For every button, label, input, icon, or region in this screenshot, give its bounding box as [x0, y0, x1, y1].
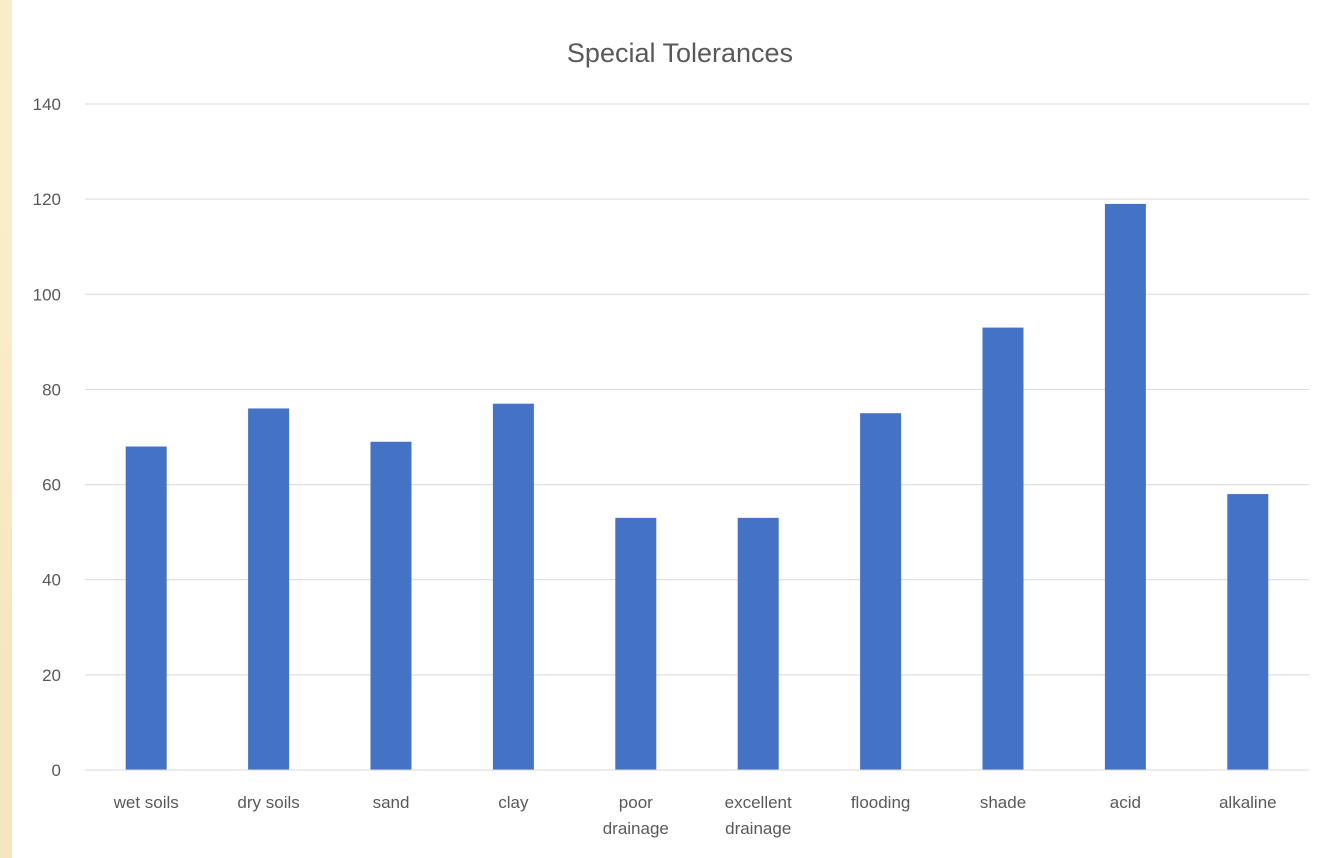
x-tick-label-line: poor	[619, 793, 653, 812]
bar-3	[370, 441, 412, 770]
bar-7	[860, 413, 902, 770]
x-tick-label-line: shade	[980, 793, 1026, 812]
x-tick-label-line: flooding	[851, 793, 911, 812]
x-tick-label: sand	[373, 793, 410, 812]
x-tick-label: clay	[498, 793, 529, 812]
x-tick-label: poor drainage	[603, 793, 669, 838]
x-tick-label: shade	[980, 793, 1026, 812]
x-tick-label: dry soils	[237, 793, 299, 812]
chart-panel: Special Tolerances 0 20 40 60 80 100 120 140 we…	[12, 0, 1340, 858]
x-tick-label-line: sand	[373, 793, 410, 812]
x-tick-label: flooding	[851, 793, 911, 812]
bar-4	[492, 403, 534, 770]
bar-9	[1104, 203, 1146, 770]
x-tick-label-line: drainage	[603, 819, 669, 838]
y-tick-label: 100	[33, 285, 61, 304]
bars	[125, 203, 1269, 770]
x-tick-label-line: clay	[498, 793, 529, 812]
bar-chart: Special Tolerances 0 20 40 60 80 100 120 140 we…	[33, 38, 1309, 838]
bar-5	[615, 517, 657, 770]
x-tick-label: wet soils	[113, 793, 179, 812]
x-tick-label: acid	[1110, 793, 1141, 812]
x-tick-label: excellent drainage	[725, 793, 792, 838]
bar-8	[982, 327, 1024, 770]
bar-10	[1227, 494, 1269, 770]
chart-title: Special Tolerances	[567, 38, 793, 68]
x-tick-label-line: alkaline	[1219, 793, 1277, 812]
x-tick-label-line: drainage	[725, 819, 791, 838]
bar-1	[125, 446, 167, 770]
x-tick-label-line: dry soils	[237, 793, 299, 812]
y-tick-label: 0	[52, 761, 61, 780]
x-axis-ticks: wet soils dry soils sand clay poor drainageex…	[113, 793, 1277, 838]
y-axis-ticks: 0 20 40 60 80 100 120 140	[33, 95, 61, 780]
x-tick-label-line: acid	[1110, 793, 1141, 812]
x-tick-label: alkaline	[1219, 793, 1277, 812]
y-tick-label: 20	[42, 666, 61, 685]
y-tick-label: 60	[42, 476, 61, 495]
y-tick-label: 80	[42, 380, 61, 399]
y-tick-label: 120	[33, 190, 61, 209]
bar-2	[248, 408, 290, 770]
y-tick-label: 140	[33, 95, 61, 114]
bar-6	[737, 517, 779, 770]
y-tick-label: 40	[42, 571, 61, 590]
x-tick-label-line: wet soils	[113, 793, 179, 812]
x-tick-label-line: excellent	[725, 793, 792, 812]
